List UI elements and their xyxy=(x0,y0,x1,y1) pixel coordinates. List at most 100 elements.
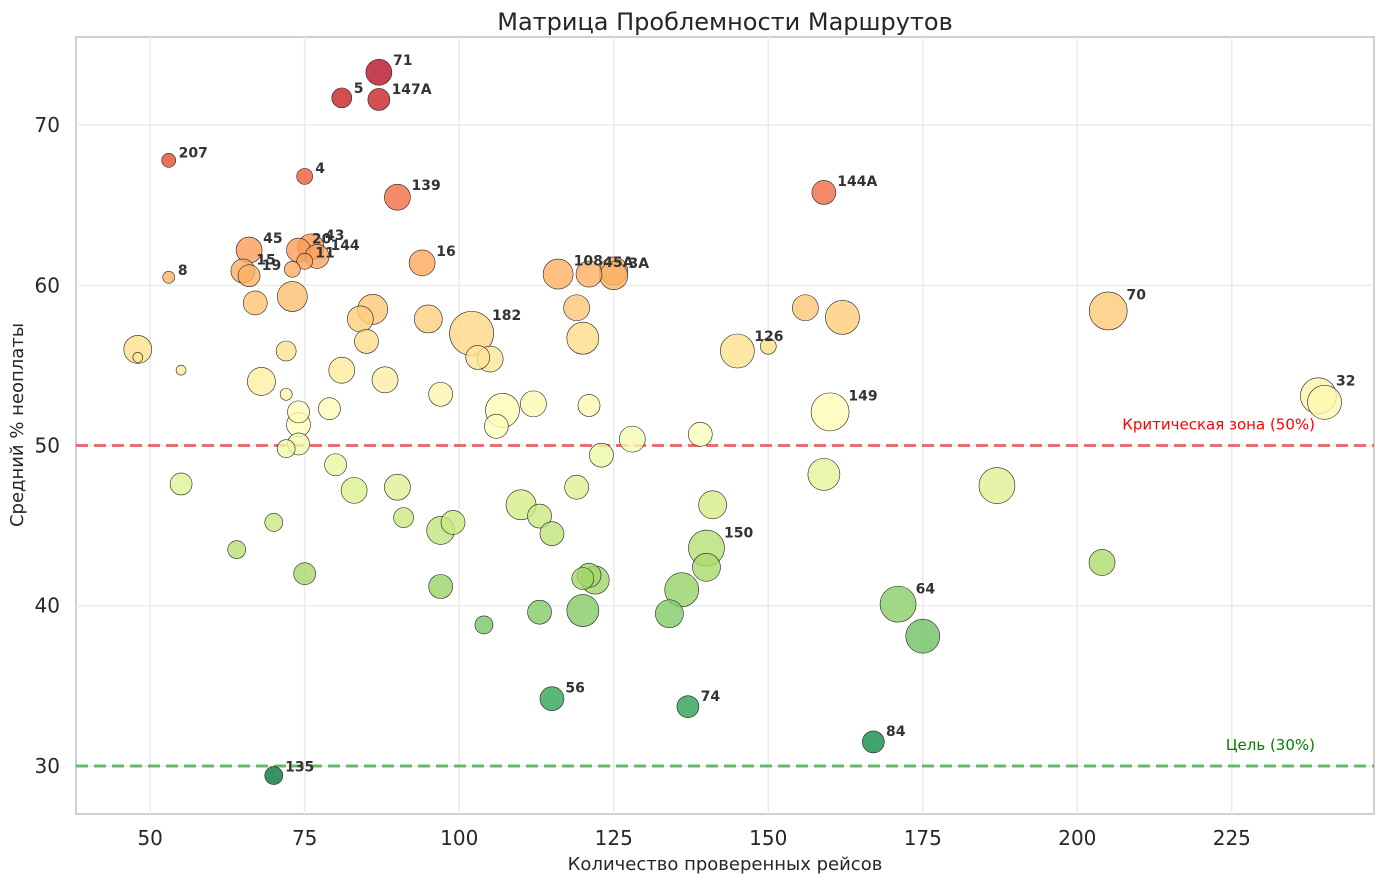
data-point xyxy=(276,439,296,459)
data-point xyxy=(879,585,917,623)
x-tick-label: 200 xyxy=(1058,826,1096,850)
data-point xyxy=(720,333,755,369)
chart-title: Матрица Проблемности Маршрутов xyxy=(497,8,953,36)
data-point xyxy=(978,467,1016,504)
data-point xyxy=(520,390,547,418)
x-tick-label: 175 xyxy=(904,826,942,850)
data-point xyxy=(474,615,494,635)
data-point xyxy=(1088,549,1116,576)
data-point xyxy=(577,394,601,417)
data-point xyxy=(324,453,347,477)
point-label: 20 xyxy=(312,232,332,248)
point-label: 84 xyxy=(886,724,906,740)
data-point xyxy=(371,366,399,394)
data-point xyxy=(1088,291,1128,331)
point-label: 15 xyxy=(256,253,275,269)
x-tick-label: 225 xyxy=(1213,826,1251,850)
x-tick-label: 50 xyxy=(137,826,162,850)
point-label: 8 xyxy=(178,263,188,279)
point-label: 126 xyxy=(754,329,783,345)
data-point xyxy=(692,552,721,582)
point-label: 149 xyxy=(848,389,877,405)
data-point xyxy=(618,425,646,453)
point-label: 150 xyxy=(724,525,753,541)
data-point xyxy=(161,153,177,168)
y-axis-label: Средний % неоплаты xyxy=(7,323,28,527)
point-label: 135 xyxy=(285,759,314,775)
data-point xyxy=(242,290,268,316)
point-label: 144A xyxy=(837,174,877,190)
data-point xyxy=(279,387,293,401)
point-label: 74 xyxy=(701,689,721,705)
data-point xyxy=(331,87,353,109)
data-point xyxy=(393,507,414,528)
data-point xyxy=(414,304,443,334)
x-tick-label: 125 xyxy=(595,826,633,850)
data-point xyxy=(571,567,595,590)
x-tick-labels: 50 75 100 125 150 175 200 225 xyxy=(137,826,1250,850)
data-point xyxy=(698,490,727,520)
data-point xyxy=(655,599,684,629)
y-tick-label: 50 xyxy=(35,434,60,458)
data-point xyxy=(810,392,850,432)
data-point xyxy=(759,337,777,355)
data-point xyxy=(539,521,565,546)
data-point xyxy=(465,345,491,370)
data-point xyxy=(564,474,589,500)
data-point xyxy=(687,422,713,447)
y-tick-labels: 30 40 50 60 70 xyxy=(35,113,60,778)
point-label: 45 xyxy=(263,231,282,247)
point-label: 45A xyxy=(603,255,633,271)
data-point xyxy=(340,477,368,504)
point-label: 11 xyxy=(315,246,334,262)
point-label: 32 xyxy=(1336,373,1355,389)
point-label: 3A xyxy=(629,256,650,272)
data-point xyxy=(247,367,276,396)
data-point xyxy=(807,458,841,491)
data-point xyxy=(365,58,393,86)
data-point xyxy=(264,513,284,532)
y-tick-label: 30 xyxy=(35,754,60,778)
data-point xyxy=(287,400,310,424)
data-point xyxy=(811,180,837,205)
data-point xyxy=(563,294,590,322)
x-tick-label: 100 xyxy=(440,826,478,850)
data-point xyxy=(284,260,301,278)
data-point xyxy=(347,305,374,333)
data-point xyxy=(408,249,436,277)
reference-line-label: Критическая зона (50%) xyxy=(1122,416,1315,434)
data-point xyxy=(575,260,603,288)
data-points xyxy=(123,58,1342,785)
point-label: 64 xyxy=(916,582,936,598)
data-point xyxy=(275,340,297,362)
data-point xyxy=(237,264,261,288)
data-point xyxy=(1307,384,1342,420)
data-point xyxy=(132,352,144,363)
data-point xyxy=(589,442,614,468)
data-point xyxy=(227,540,247,559)
data-point xyxy=(384,183,411,211)
data-point xyxy=(328,356,356,384)
x-tick-label: 75 xyxy=(292,826,317,850)
data-point xyxy=(277,281,308,312)
data-point xyxy=(527,599,552,625)
y-tick-label: 40 xyxy=(35,594,60,618)
data-point xyxy=(318,397,341,420)
point-label: 70 xyxy=(1127,288,1147,304)
point-label: 139 xyxy=(412,178,441,194)
point-label: 43 xyxy=(325,228,344,244)
point-label: 71 xyxy=(393,53,412,69)
point-label: 16 xyxy=(436,244,455,260)
point-label: 19 xyxy=(262,258,281,274)
data-point xyxy=(792,294,819,322)
data-point xyxy=(354,329,379,354)
data-point xyxy=(676,695,700,718)
data-point xyxy=(905,618,941,654)
data-point xyxy=(825,300,860,335)
x-axis-label: Количество проверенных рейсов xyxy=(568,854,883,875)
data-point xyxy=(296,168,313,185)
data-point xyxy=(175,364,187,376)
data-point xyxy=(428,381,453,407)
